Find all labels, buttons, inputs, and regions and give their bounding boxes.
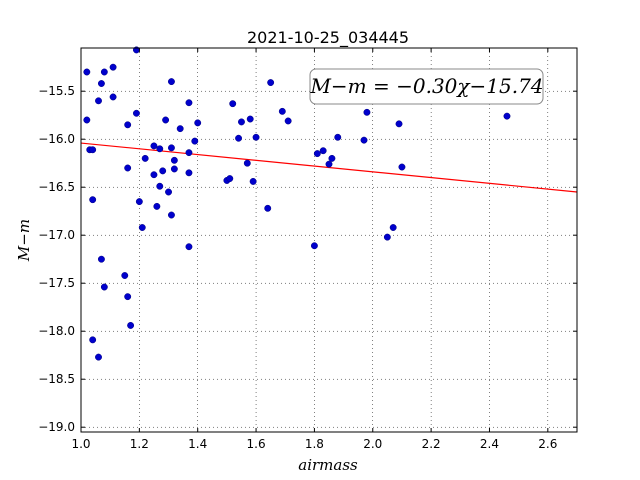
- y-tick-label: −16.5: [38, 180, 75, 194]
- data-point: [162, 116, 170, 124]
- y-tick-label: −16.0: [38, 132, 75, 146]
- data-point: [313, 150, 321, 158]
- data-point: [138, 224, 146, 231]
- annotation-box: [309, 68, 544, 105]
- y-tick-label: −18.5: [38, 372, 75, 386]
- data-point: [89, 146, 97, 154]
- ticks: 1.0 1.2 1.4 1.6 1.8 2.0 2.2 2.4 2.6 −15.5 −16.0 −16…: [38, 48, 577, 451]
- data-point: [159, 167, 167, 175]
- data-point: [243, 159, 251, 167]
- data-point: [284, 117, 292, 125]
- data-point: [165, 188, 172, 196]
- y-tick-label: −19.0: [38, 420, 75, 434]
- data-point: [246, 115, 254, 123]
- data-point: [100, 68, 108, 76]
- x-tick-label: 2.0: [363, 437, 382, 451]
- data-point: [167, 144, 175, 152]
- data-point: [264, 204, 272, 212]
- data-point: [360, 136, 368, 144]
- data-point: [185, 243, 193, 251]
- data-point: [156, 145, 164, 153]
- data-point: [167, 211, 175, 219]
- data-point: [95, 353, 102, 361]
- data-point: [226, 175, 234, 183]
- data-point: [124, 293, 132, 301]
- y-tick-label: −18.0: [38, 324, 75, 338]
- data-point: [229, 100, 237, 108]
- data-point: [132, 109, 140, 117]
- data-point: [176, 125, 184, 133]
- x-tick-label: 2.4: [480, 437, 499, 451]
- data-point: [167, 78, 175, 86]
- data-point: [235, 134, 243, 142]
- data-point: [238, 118, 245, 126]
- data-point: [395, 120, 403, 128]
- data-point: [334, 133, 342, 141]
- data-point: [503, 112, 511, 120]
- data-point: [135, 198, 143, 206]
- annotation-text: M−m = −0.30χ−15.74: [309, 74, 543, 98]
- data-point: [185, 169, 193, 177]
- data-point: [97, 255, 105, 263]
- x-tick-label: 1.4: [188, 437, 207, 451]
- data-point: [278, 107, 286, 115]
- plot-frame: [80, 47, 578, 433]
- data-point: [124, 121, 132, 129]
- x-axis-label: airmass: [298, 456, 358, 474]
- data-point: [191, 137, 199, 145]
- data-point: [363, 108, 371, 116]
- x-tick-label: 1.8: [305, 437, 324, 451]
- data-point: [156, 182, 164, 190]
- data-point: [121, 272, 129, 279]
- y-axis-label: M−m: [15, 219, 33, 262]
- data-point: [97, 80, 105, 87]
- x-tick-label: 1.6: [247, 437, 266, 451]
- x-tick-label: 2.6: [538, 437, 557, 451]
- y-tick-label: −17.5: [38, 276, 75, 290]
- data-point: [249, 177, 257, 185]
- data-point: [153, 202, 161, 210]
- x-tick-label: 2.2: [422, 437, 441, 451]
- data-point: [185, 149, 193, 157]
- data-points: [83, 46, 511, 361]
- plot-area: [81, 48, 577, 432]
- data-point: [150, 171, 158, 179]
- data-point: [170, 165, 178, 173]
- data-point: [389, 224, 397, 231]
- data-point: [100, 283, 108, 291]
- data-point: [185, 99, 193, 107]
- x-tick-label: 1.2: [130, 437, 149, 451]
- data-point: [109, 63, 117, 71]
- data-point: [89, 336, 97, 344]
- data-point: [141, 154, 149, 162]
- y-tick-label: −17.0: [38, 228, 75, 242]
- data-point: [328, 154, 336, 162]
- data-point: [124, 164, 132, 172]
- data-point: [127, 321, 135, 329]
- data-point: [325, 160, 333, 168]
- data-point: [83, 116, 91, 124]
- data-point: [170, 156, 178, 164]
- data-point: [252, 133, 260, 141]
- data-point: [95, 97, 102, 105]
- data-point: [109, 93, 117, 101]
- data-point: [83, 68, 91, 76]
- data-point: [89, 196, 97, 204]
- data-point: [398, 163, 406, 171]
- data-point: [310, 242, 318, 250]
- chart-title: 2021-10-25_034445: [247, 28, 409, 48]
- data-point: [150, 142, 158, 150]
- data-point: [267, 79, 275, 87]
- fit-annotation: M−m = −0.30χ−15.74: [309, 68, 544, 105]
- data-point: [383, 233, 391, 241]
- x-tick-label: 1.0: [71, 437, 90, 451]
- data-point: [194, 119, 202, 127]
- grid: [80, 48, 577, 432]
- data-point: [319, 147, 327, 155]
- y-tick-label: −15.5: [38, 84, 75, 98]
